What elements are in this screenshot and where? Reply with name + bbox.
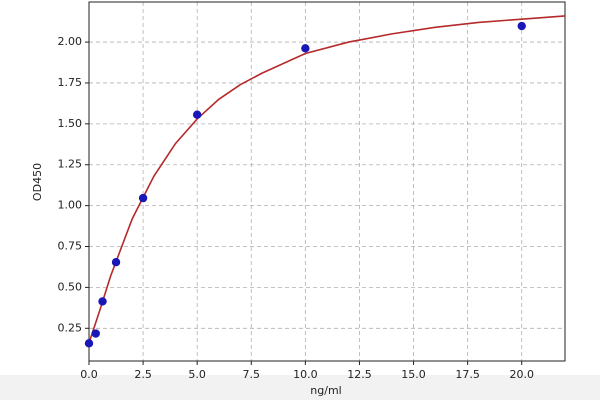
x-tick-label: 7.5 (243, 368, 261, 381)
x-tick-label: 10.0 (293, 368, 318, 381)
x-tick-label: 0.0 (80, 368, 98, 381)
data-point (111, 258, 121, 267)
fit-curve (88, 15, 566, 344)
x-tick-label: 17.5 (455, 368, 480, 381)
y-axis-label: OD450 (31, 163, 44, 201)
x-tick-label: 5.0 (188, 368, 206, 381)
x-tick-label: 12.5 (347, 368, 372, 381)
data-point (98, 297, 107, 306)
x-tick-label: 2.5 (134, 368, 152, 381)
data-point (301, 44, 310, 53)
plot-frame (88, 1, 566, 362)
data-point (138, 193, 148, 203)
y-tick-label: 1.75 (58, 76, 83, 89)
y-tick-label: 0.25 (58, 321, 83, 334)
y-tick-label: 1.50 (58, 117, 83, 130)
y-tick-label: 2.00 (58, 35, 83, 48)
data-point (517, 21, 526, 31)
x-tick-label: 15.0 (401, 368, 426, 381)
footer-band (0, 375, 600, 400)
data-point (91, 329, 100, 338)
y-tick-label: 0.75 (58, 240, 83, 253)
y-tick-label: 1.25 (58, 158, 83, 171)
data-point (192, 110, 202, 119)
x-tick-label: 20.0 (509, 368, 534, 381)
y-tick-label: 0.50 (58, 280, 83, 293)
data-point (84, 339, 94, 348)
x-axis-label: ng/ml (310, 384, 341, 397)
y-tick-label: 1.00 (58, 199, 83, 212)
